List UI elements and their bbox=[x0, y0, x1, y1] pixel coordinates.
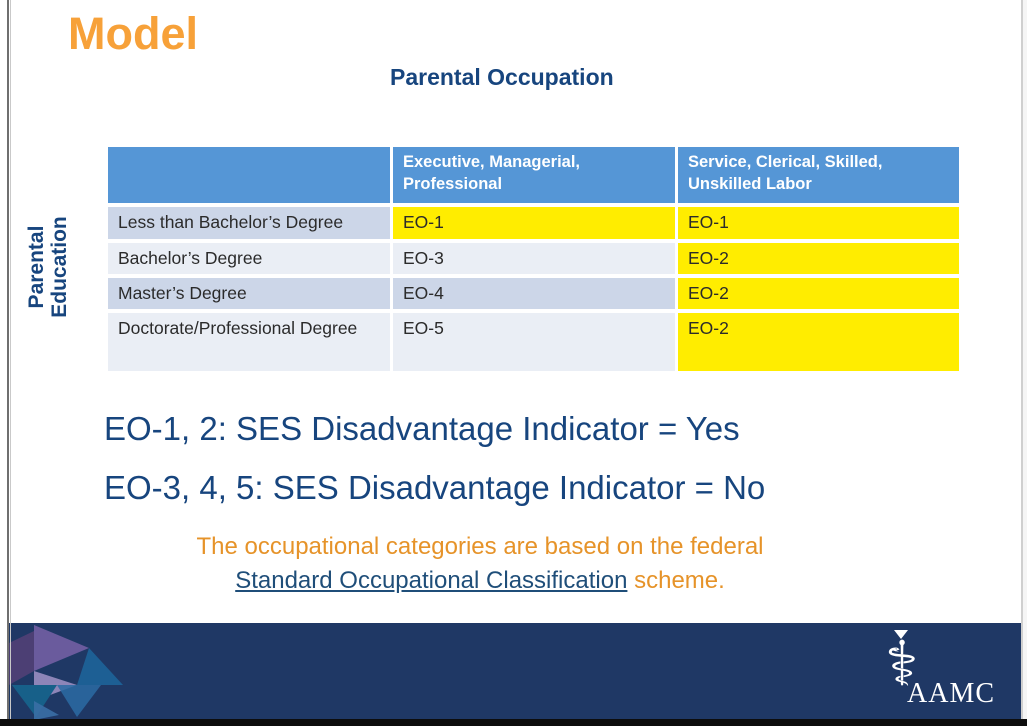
corner-cell bbox=[108, 147, 390, 203]
row-label-cell: Master’s Degree bbox=[108, 277, 390, 309]
row-axis-line2: Education bbox=[48, 216, 72, 318]
slide-left-border bbox=[7, 0, 11, 726]
table-row: Less than Bachelor’s Degree EO-1 EO-1 bbox=[108, 207, 959, 239]
row-label-cell: Doctorate/Professional Degree bbox=[108, 312, 390, 371]
exec-value-cell: EO-5 bbox=[393, 312, 675, 371]
service-value-cell: EO-2 bbox=[678, 312, 959, 371]
soc-link[interactable]: Standard Occupational Classification bbox=[235, 566, 628, 594]
footnote: The occupational categories are based on… bbox=[110, 530, 850, 597]
row-axis-line1: Parental bbox=[25, 225, 48, 309]
column-axis-label: Parental Occupation bbox=[390, 64, 614, 90]
footer-bar: ⚕ AAMC bbox=[9, 623, 1027, 720]
row-axis-label: Parental Education bbox=[25, 187, 71, 347]
logo-triangle-icon bbox=[894, 630, 908, 639]
row-label-cell: Bachelor’s Degree bbox=[108, 243, 390, 274]
table-row: Master’s Degree EO-4 EO-2 bbox=[108, 277, 959, 309]
exec-value-cell: EO-1 bbox=[393, 207, 675, 239]
staff-of-asclepius-icon: ⚕ bbox=[885, 627, 919, 700]
geometric-decoration bbox=[9, 625, 123, 720]
service-value-cell: EO-2 bbox=[678, 277, 959, 309]
footnote-suffix: scheme. bbox=[627, 566, 725, 594]
footnote-prefix: The occupational categories are based on… bbox=[196, 533, 764, 560]
aamc-wordmark: AAMC bbox=[907, 678, 996, 709]
table-row: Doctorate/Professional Degree EO-5 EO-2 bbox=[108, 312, 959, 371]
eo-rule-no: EO-3, 4, 5: SES Disadvantage Indicator =… bbox=[104, 469, 766, 506]
service-value-cell: EO-2 bbox=[678, 243, 959, 274]
slide-right-border bbox=[1021, 0, 1027, 720]
column-header-executive: Executive, Managerial, Professional bbox=[393, 147, 675, 203]
aamc-logo: ⚕ AAMC bbox=[885, 628, 1013, 716]
slide-title: Model bbox=[68, 8, 198, 59]
column-header-service: Service, Clerical, Skilled, Unskilled La… bbox=[678, 147, 959, 203]
table-row: Bachelor’s Degree EO-3 EO-2 bbox=[108, 243, 959, 274]
bottom-edge-strip bbox=[0, 719, 1027, 726]
service-value-cell: EO-1 bbox=[678, 207, 959, 239]
eo-rule-yes: EO-1, 2: SES Disadvantage Indicator = Ye… bbox=[104, 410, 740, 447]
eo-classification-table: Executive, Managerial, Professional Serv… bbox=[105, 143, 962, 375]
exec-value-cell: EO-4 bbox=[393, 277, 675, 309]
row-label-cell: Less than Bachelor’s Degree bbox=[108, 207, 390, 239]
exec-value-cell: EO-3 bbox=[393, 243, 675, 274]
table-header-row: Executive, Managerial, Professional Serv… bbox=[108, 147, 959, 203]
